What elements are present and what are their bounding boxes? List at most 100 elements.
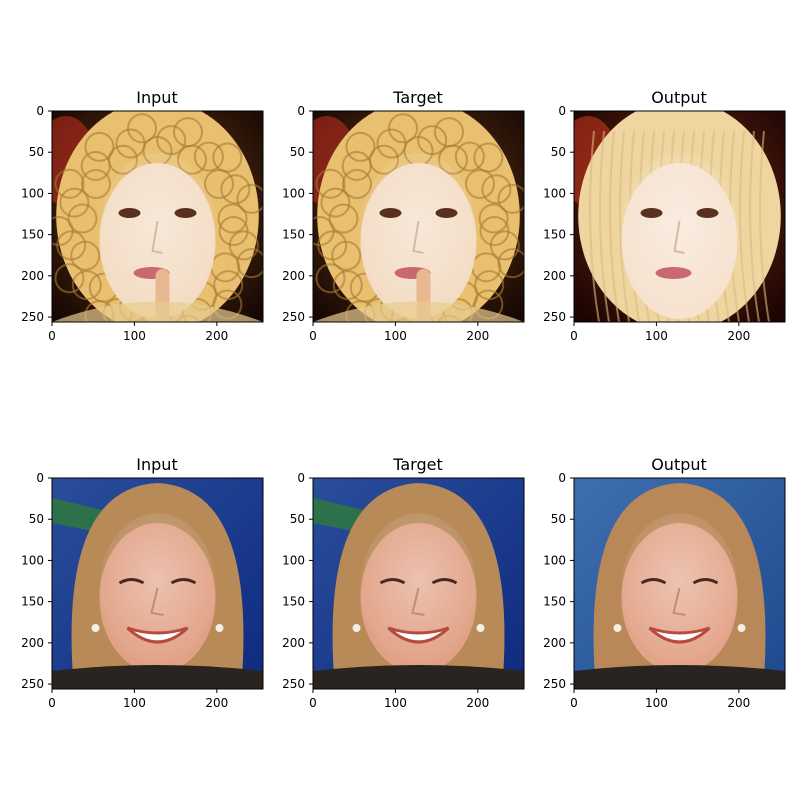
axes-frame [312, 110, 525, 323]
y-tick-label: 250 [21, 310, 44, 324]
y-tick-label: 150 [282, 228, 305, 242]
panel-input-1: Input 0 100 200 0 50 100 150 200 250 [21, 88, 264, 343]
hair-strand [609, 130, 620, 322]
hair-curl [54, 168, 85, 199]
nose [151, 220, 163, 254]
y-tick-label: 100 [21, 186, 44, 200]
hair-curl [342, 168, 373, 199]
hair-curl [54, 263, 85, 294]
axes: 0 100 200 0 50 100 150 200 250 [543, 104, 786, 343]
y-tick-label: 150 [543, 595, 566, 609]
right-eye [696, 208, 719, 218]
hair-curl [220, 174, 251, 205]
hair-curl [315, 263, 346, 294]
axes: 0 100 200 0 50 100 150 200 250 [543, 471, 786, 710]
x-tick-label: 200 [466, 696, 489, 710]
hair-curl [478, 203, 509, 234]
hair-curl [315, 168, 346, 199]
x-tick-label: 100 [123, 329, 146, 343]
x-tick-label: 0 [48, 329, 56, 343]
earring [613, 624, 622, 632]
x-tick-label: 0 [570, 329, 578, 343]
hair-curl [59, 187, 90, 218]
x-tick-label: 0 [570, 696, 578, 710]
hair-curl [156, 125, 187, 156]
smile [648, 626, 711, 644]
hair-curl [212, 142, 243, 173]
hair-curl [474, 270, 505, 301]
y-tick-label: 0 [36, 104, 44, 118]
hair-curl [489, 230, 520, 261]
nose [412, 220, 424, 254]
image-content [313, 478, 524, 689]
face-highlight [99, 153, 216, 309]
hair-curl [213, 270, 244, 301]
hair-curl [115, 128, 146, 159]
shoulder-hair [313, 301, 524, 322]
face-highlight [621, 153, 738, 309]
hair-curl [497, 248, 524, 279]
nose [411, 587, 425, 616]
hair-curl [497, 183, 524, 214]
shoulders [313, 665, 524, 689]
hair-curl [345, 131, 376, 162]
panel-output-2: Output 0 100 200 0 50 100 150 200 250 [543, 455, 786, 710]
left-eye [118, 578, 145, 585]
hair-curl [236, 183, 263, 214]
x-tick-label: 100 [123, 696, 146, 710]
x-tick-label: 200 [727, 696, 750, 710]
left-eye [640, 578, 667, 585]
axes: 0 100 200 0 50 100 150 200 250 [21, 471, 264, 710]
hair-curl [81, 168, 112, 199]
hair-strand [739, 130, 750, 322]
hair-strand [599, 130, 610, 322]
x-tick-label: 0 [309, 696, 317, 710]
hair-curl [332, 270, 363, 301]
y-tick-label: 0 [558, 471, 566, 485]
x-tick-label: 100 [384, 329, 407, 343]
y-tick-label: 0 [297, 471, 305, 485]
axes-frame [51, 477, 264, 690]
axes: 0 100 200 0 50 100 150 200 250 [282, 104, 525, 343]
panel-title: Input [136, 88, 177, 107]
face-image [574, 111, 785, 322]
hair-strand [759, 130, 770, 322]
hair-strand [619, 130, 630, 322]
y-tick-label: 100 [21, 553, 44, 567]
face-highlight [360, 153, 477, 309]
axes: 0 100 200 0 50 100 150 200 250 [282, 471, 525, 710]
hair-curl [376, 128, 407, 159]
y-tick-label: 250 [282, 677, 305, 691]
y-tick-label: 200 [543, 269, 566, 283]
earring [352, 624, 361, 632]
smile [387, 626, 450, 644]
hair-curl [454, 141, 485, 172]
right-eye [692, 578, 719, 585]
y-tick-label: 250 [21, 677, 44, 691]
y-tick-label: 50 [551, 512, 566, 526]
y-tick-label: 200 [21, 636, 44, 650]
hair-curl [67, 203, 98, 234]
x-tick-label: 200 [205, 696, 228, 710]
y-tick-label: 150 [543, 228, 566, 242]
hair-curl [71, 270, 102, 301]
nose [673, 220, 685, 254]
face-image [52, 111, 263, 322]
axes-frame [573, 477, 786, 690]
hair-curl [84, 131, 115, 162]
hair-curl [52, 216, 74, 246]
left-eye [379, 208, 402, 218]
hair-curl [127, 113, 158, 144]
axes: 0 100 200 0 50 100 150 200 250 [21, 104, 264, 343]
hair-curl [217, 203, 248, 234]
earring [737, 624, 746, 632]
panel-target-2: Target 0 100 200 0 50 100 150 200 250 [282, 455, 525, 710]
earring [215, 624, 224, 632]
lips [655, 267, 692, 279]
y-tick-label: 50 [290, 512, 305, 526]
image-content [574, 478, 785, 689]
y-tick-label: 200 [282, 269, 305, 283]
x-tick-label: 0 [48, 696, 56, 710]
panel-input-2: Input 0 100 200 0 50 100 150 200 250 [21, 455, 264, 710]
x-tick-label: 100 [384, 696, 407, 710]
